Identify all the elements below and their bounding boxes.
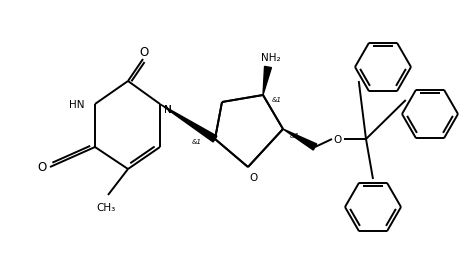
Polygon shape: [263, 67, 272, 96]
Text: O: O: [249, 172, 257, 182]
Text: &1: &1: [272, 97, 282, 103]
Text: HN: HN: [69, 100, 85, 109]
Text: CH₃: CH₃: [96, 202, 115, 212]
Text: N: N: [164, 105, 172, 115]
Text: O: O: [140, 45, 149, 58]
Text: O: O: [37, 161, 47, 174]
Text: &1: &1: [290, 133, 300, 138]
Polygon shape: [283, 130, 317, 150]
Text: NH₂: NH₂: [261, 53, 281, 63]
Text: &1: &1: [192, 138, 202, 145]
Text: N: N: [164, 105, 172, 115]
Text: O: O: [334, 134, 342, 145]
Polygon shape: [160, 105, 217, 142]
